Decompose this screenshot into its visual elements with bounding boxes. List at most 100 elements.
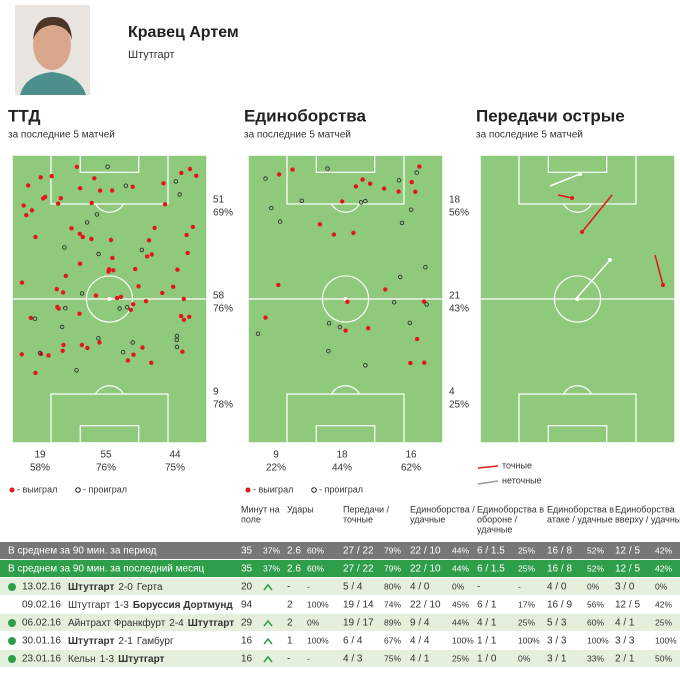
- won-dot: [353, 184, 359, 189]
- won-dot: [161, 181, 166, 186]
- average-row: [0, 560, 680, 577]
- won-dot: [396, 189, 401, 194]
- column-pct: 76%: [96, 463, 116, 474]
- won-dot: [179, 170, 184, 176]
- player-club: Штутгарт: [128, 49, 175, 61]
- lost-dot: [392, 300, 397, 305]
- table-cell: 12 / 5: [615, 600, 640, 611]
- home-team: Штутгарт: [68, 582, 114, 593]
- table-cell: 52%: [587, 545, 604, 555]
- won-dot: [85, 345, 90, 351]
- win-marker: [8, 655, 16, 663]
- lost-dot: [120, 350, 126, 355]
- table-cell: 4 / 3: [343, 654, 363, 665]
- won-dot: [33, 370, 38, 376]
- table-cell: 79%: [384, 563, 401, 573]
- zone-pct: 25%: [449, 400, 469, 411]
- zone-pct: 76%: [213, 304, 233, 315]
- inaccurate-pass: [549, 173, 581, 187]
- center-circle: [553, 275, 602, 323]
- table-cell: 19 / 17: [343, 618, 374, 629]
- column-header: Передачи /: [343, 504, 390, 514]
- won-dot: [77, 231, 83, 236]
- column-header: Единоборства: [615, 504, 675, 514]
- table-cell: 4 / 1: [477, 618, 497, 629]
- zone-pct: 56%: [449, 208, 469, 219]
- table-cell: 19 / 14: [343, 600, 374, 611]
- table-cell: 9 / 4: [410, 618, 430, 629]
- table-cell: 100%: [518, 635, 540, 645]
- won-dot: [171, 284, 176, 289]
- zone-count: 18: [449, 195, 461, 206]
- table-cell: 60%: [587, 617, 604, 627]
- center-circle: [85, 275, 134, 323]
- player-name: Кравец Артем: [128, 24, 239, 41]
- sub-in-arrow: [263, 583, 273, 591]
- won-dot: [28, 315, 34, 321]
- column-pct: 75%: [165, 463, 185, 474]
- won-dot: [79, 342, 85, 348]
- home-team: Кельн: [68, 654, 96, 665]
- won-dot: [109, 188, 115, 193]
- won-dot: [114, 295, 120, 301]
- match-score: 1-3: [100, 654, 115, 665]
- pitch: [247, 154, 444, 444]
- won-dot: [60, 348, 65, 353]
- lost-dot: [414, 170, 419, 175]
- won-dot: [29, 208, 35, 213]
- table-cell: 4 / 0: [410, 582, 430, 593]
- won-dot: [74, 164, 80, 169]
- lost-dot: [269, 205, 274, 211]
- table-cell: 17%: [518, 599, 535, 609]
- table-cell: 67%: [384, 635, 401, 645]
- column-pct: 58%: [30, 463, 50, 474]
- lost-dot: [177, 192, 182, 197]
- won-dot: [162, 202, 168, 207]
- column-header: Удары: [287, 504, 314, 514]
- column-count: 55: [100, 450, 112, 461]
- lost-dot: [123, 183, 128, 188]
- legend-won: - выиграл: [17, 484, 57, 494]
- won-dot: [108, 237, 114, 243]
- table-cell: 2.6: [287, 546, 301, 557]
- won-dot: [77, 186, 83, 191]
- legend-lost-dot: [311, 487, 317, 493]
- table-cell: 22 / 10: [410, 600, 441, 611]
- won-dot: [93, 293, 99, 298]
- lost-dot: [105, 164, 110, 169]
- lost-dot: [263, 176, 268, 181]
- table-cell: 35: [241, 546, 253, 557]
- table-cell: 6 / 1.5: [477, 546, 505, 557]
- column-count: 16: [405, 450, 417, 461]
- win-marker: [8, 583, 16, 591]
- table-cell: 3 / 0: [615, 582, 635, 593]
- table-cell: 2.6: [287, 564, 301, 575]
- table-cell: 2 / 1: [615, 654, 635, 665]
- table-cell: -: [287, 654, 290, 665]
- table-cell: -: [307, 581, 310, 591]
- table-cell: 44%: [452, 563, 469, 573]
- won-dot: [276, 282, 281, 288]
- table-cell: 16 / 9: [547, 600, 572, 611]
- legend-won: - выиграл: [253, 484, 293, 494]
- table-cell: 25%: [518, 617, 535, 627]
- photo-face: [33, 20, 71, 70]
- lost-dot: [399, 220, 405, 226]
- match-date: 06.02.16: [22, 618, 61, 629]
- column-header: Единоборства в: [477, 504, 544, 514]
- table-cell: 100%: [307, 599, 329, 609]
- won-dot: [41, 196, 46, 201]
- table-cell: 0%: [452, 581, 465, 591]
- table-cell: 80%: [384, 581, 401, 591]
- won-dot: [92, 176, 97, 181]
- table-cell: 2: [287, 618, 293, 629]
- lost-dot: [37, 350, 43, 356]
- accurate-pass: [581, 194, 613, 233]
- won-dot: [180, 349, 185, 354]
- won-dot: [128, 307, 133, 312]
- penalty-arc: [94, 203, 125, 213]
- table-cell: 6 / 1: [477, 600, 497, 611]
- column-count: 9: [273, 450, 279, 461]
- won-dot: [80, 234, 86, 240]
